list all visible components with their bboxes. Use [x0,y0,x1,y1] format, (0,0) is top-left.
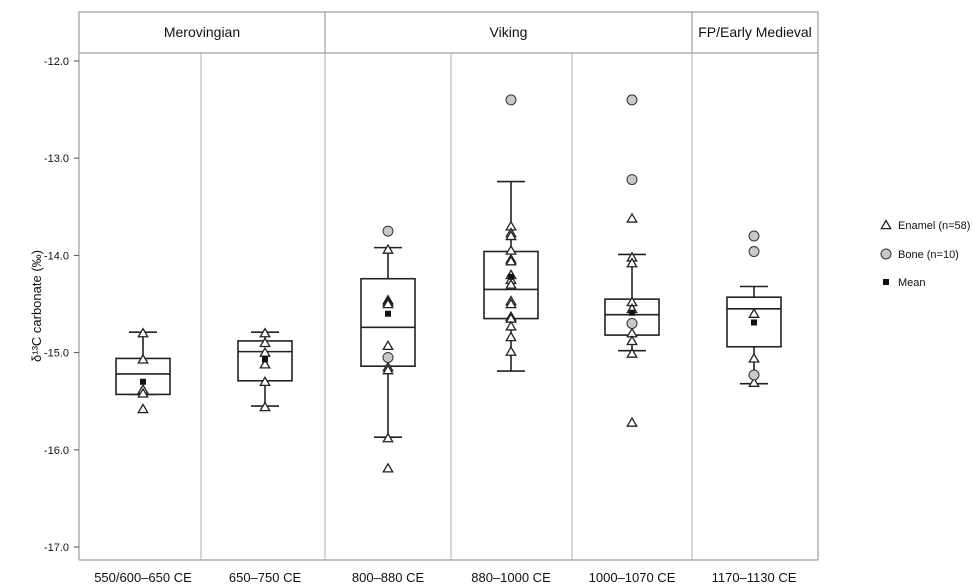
box-group [360,225,416,473]
bone-point [626,174,638,186]
enamel-point [626,347,638,358]
bone-point [382,225,394,237]
enamel-point [382,298,394,309]
bone-point [626,317,638,329]
enamel-point [259,375,271,387]
boxes [115,94,782,473]
enamel-point [505,230,517,241]
box-group [604,94,660,427]
y-tick-label: -14.0 [44,250,69,262]
mean-marker [751,319,757,326]
enamel-point [505,320,517,331]
period-label: Merovingian [164,24,240,40]
plot-frame [78,53,819,561]
box-group [483,94,539,372]
enamel-point [137,403,149,414]
enamel-point [137,387,149,398]
x-tick-label: 880–1000 CE [471,570,551,585]
enamel-point [505,345,517,356]
enamel-point [626,257,638,268]
x-axis: 550/600–650 CE 650–750 CE 800–880 CE 880–10… [94,570,797,585]
enamel-point [382,432,394,443]
x-tick-label: 650–750 CE [229,570,302,585]
y-tick-label: -15.0 [44,348,69,360]
period-headers: Merovingian Viking FP/Early Medieval [78,11,819,54]
legend-square-icon [883,279,889,285]
enamel-point [259,337,271,348]
enamel-point [748,352,760,363]
enamel-point [505,244,517,255]
y-axis: -12.0 -13.0 -14.0 -15.0 -16.0 -17.0 [44,56,79,554]
enamel-point [382,340,394,351]
mean-marker [629,309,635,316]
x-tick-label: 550/600–650 CE [94,570,192,585]
enamel-point [748,376,760,387]
enamel-point [505,298,517,309]
enamel-point [137,327,149,338]
enamel-point [259,358,271,369]
y-tick-label: -13.0 [44,153,69,165]
box-group [115,327,171,414]
enamel-point [259,327,271,338]
box-group [237,327,293,412]
header-band [78,11,819,54]
legend: Enamel (n=58) Bone (n=10) Mean [880,219,970,289]
mean-marker [385,310,391,317]
box-group [726,230,782,387]
bone-point [748,246,760,258]
enamel-point [626,335,638,346]
bone-point [626,94,638,106]
enamel-point [505,278,517,289]
legend-label: Bone (n=10) [898,249,959,261]
enamel-point [748,307,760,318]
mean-marker [508,273,514,280]
box-iqr [360,277,416,368]
x-tick-label: 800–880 CE [352,570,425,585]
bone-point [505,94,517,106]
legend-label: Mean [898,277,926,289]
legend-circle-icon [880,248,892,260]
enamel-point [626,212,638,223]
enamel-point [626,416,638,427]
legend-label: Enamel (n=58) [898,220,970,232]
mean-marker [140,378,146,385]
y-tick-label: -12.0 [44,56,69,68]
enamel-point [382,462,394,473]
bone-point [382,351,394,363]
y-tick-label: -17.0 [44,542,69,554]
enamel-point [505,331,517,342]
enamel-point [505,255,517,266]
y-axis-label: δ¹³C carbonate (‰) [29,250,44,362]
y-tick-label: -16.0 [44,445,69,457]
enamel-point [259,346,271,357]
x-tick-label: 1170–1130 CE [712,570,797,585]
period-label: Viking [490,24,528,40]
mean-marker [262,356,268,363]
enamel-point [259,401,271,412]
x-tick-label: 1000–1070 CE [589,570,676,585]
period-label: FP/Early Medieval [698,24,812,40]
enamel-point [382,243,394,254]
bone-point [748,230,760,242]
enamel-point [137,353,149,364]
legend-triangle-icon [880,219,892,230]
enamel-point [382,364,394,375]
bone-point [748,369,760,381]
